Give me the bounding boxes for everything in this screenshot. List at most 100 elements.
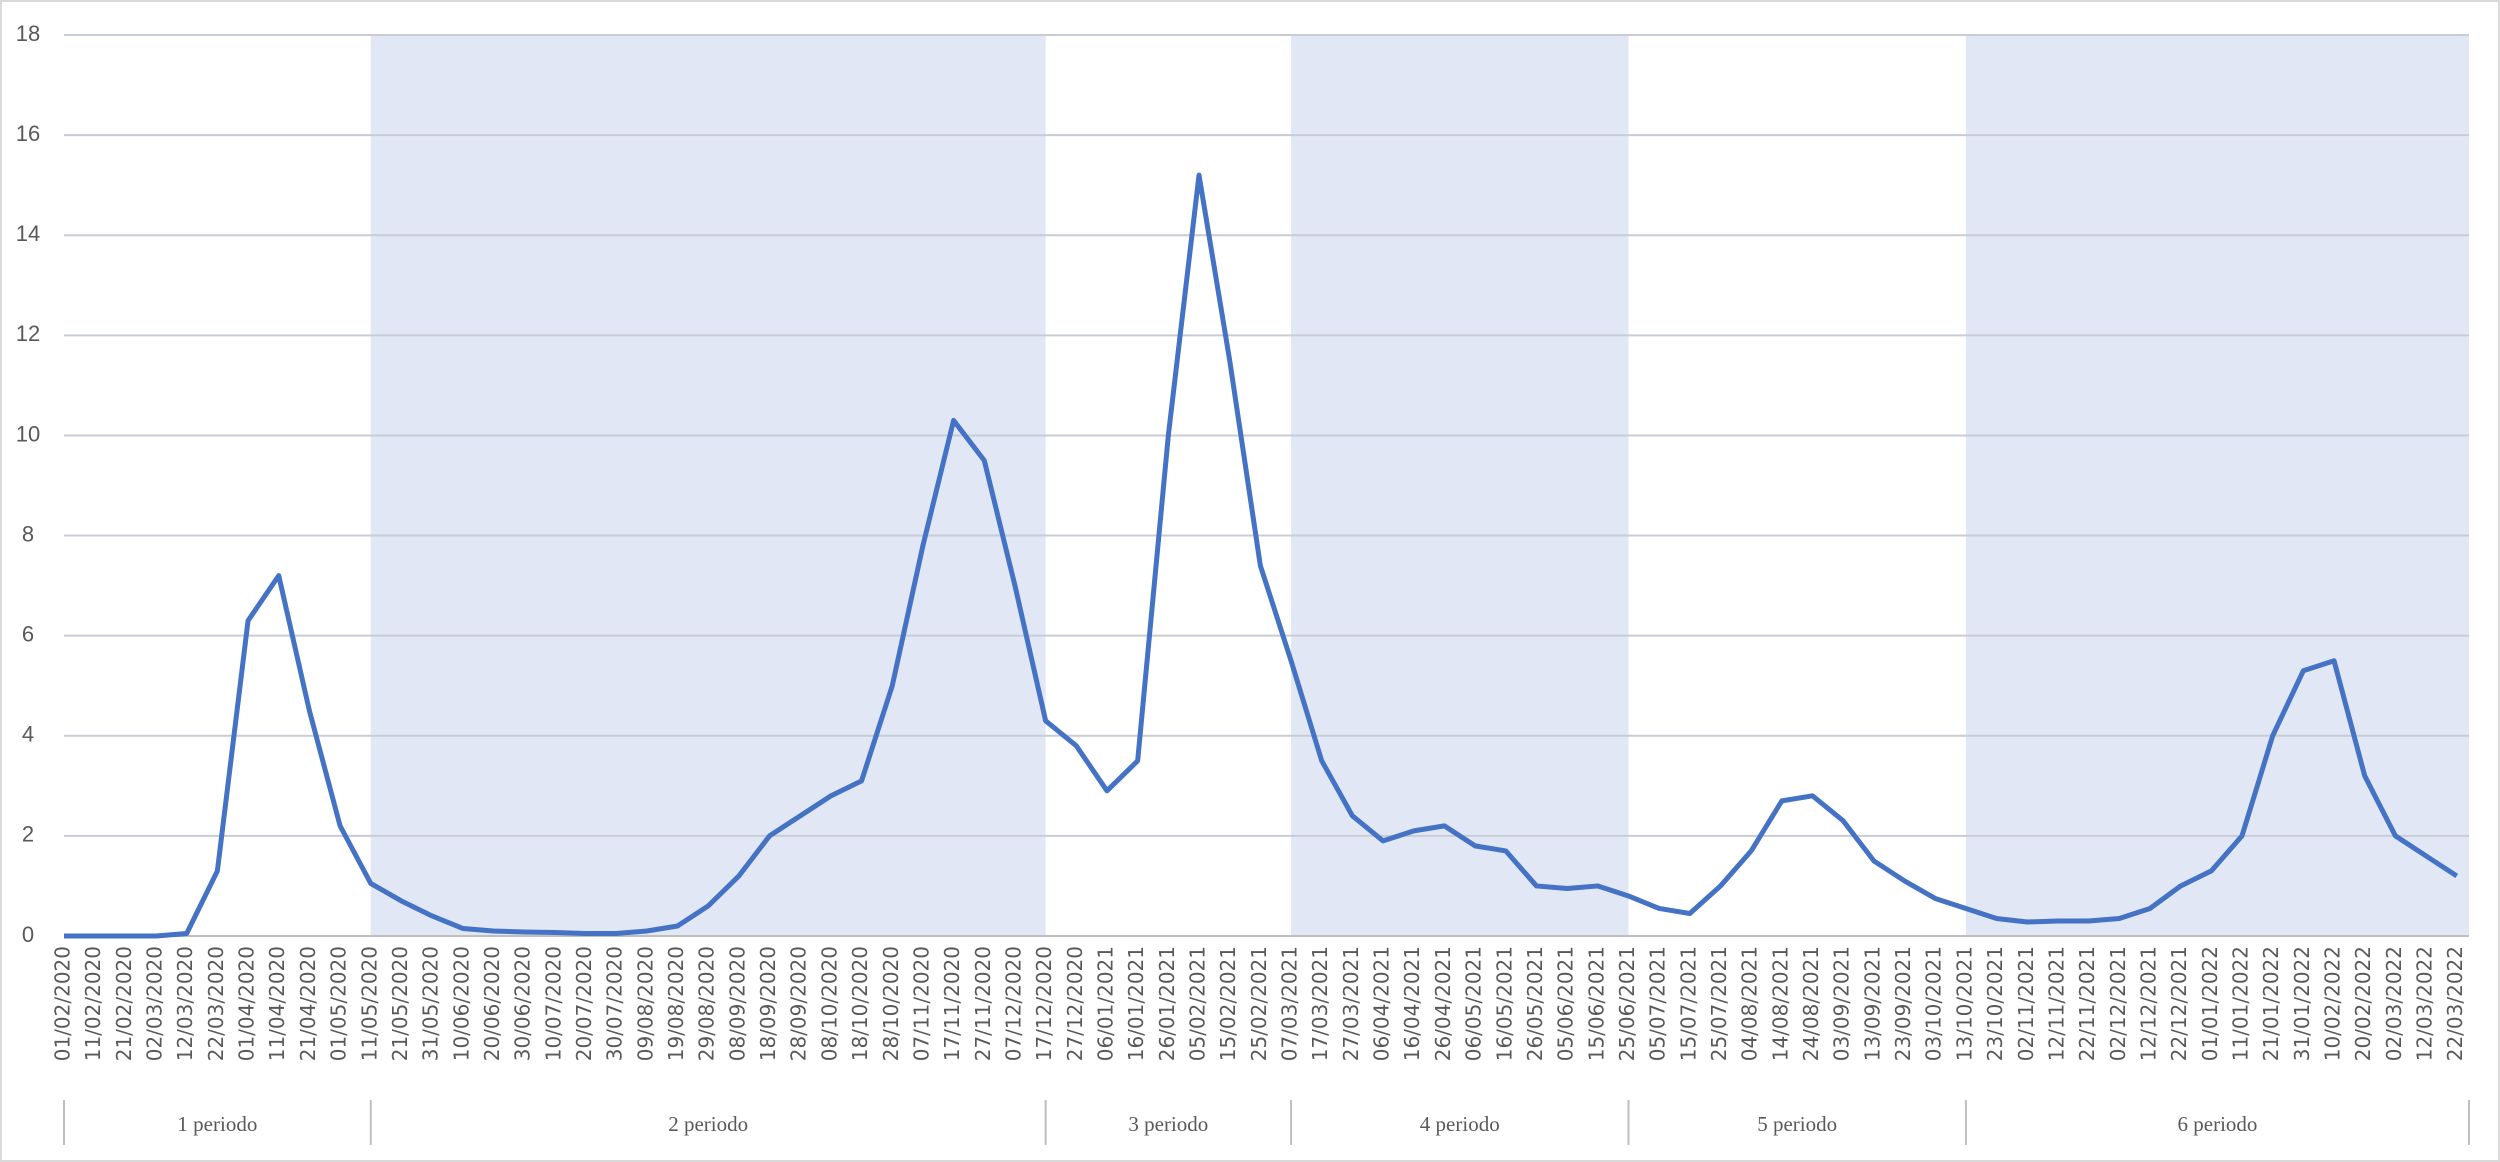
x-tick-label: 26/05/2021: [1523, 946, 1547, 1061]
y-tick-label: 10: [16, 421, 40, 446]
x-tick-label: 13/09/2021: [1860, 946, 1884, 1061]
x-tick-label: 30/07/2020: [603, 946, 627, 1061]
x-tick-label: 15/06/2021: [1584, 946, 1608, 1061]
period-label: 2 periodo: [668, 1112, 748, 1136]
x-tick-label: 25/07/2021: [1707, 946, 1731, 1061]
x-tick-label: 21/02/2020: [112, 946, 136, 1061]
period-band: [370, 35, 1046, 936]
x-tick-label: 16/01/2021: [1124, 946, 1148, 1061]
x-tick-label: 07/03/2021: [1278, 946, 1302, 1061]
x-tick-label: 11/04/2020: [265, 946, 289, 1061]
x-tick-label: 20/02/2022: [2351, 946, 2375, 1061]
x-tick-label: 02/11/2021: [2014, 946, 2038, 1061]
x-tick-label: 02/03/2020: [143, 946, 167, 1061]
x-tick-label: 15/02/2021: [1216, 946, 1240, 1061]
x-tick-label: 12/11/2021: [2044, 946, 2068, 1061]
x-tick-label: 14/08/2021: [1768, 946, 1792, 1061]
x-tick-label: 27/12/2020: [1063, 946, 1087, 1061]
x-tick-label: 07/12/2020: [1001, 946, 1025, 1061]
x-tick-label: 21/04/2020: [296, 946, 320, 1061]
x-tick-label: 23/10/2021: [1983, 946, 2007, 1061]
period-label: 6 periodo: [2178, 1112, 2258, 1136]
x-tick-label: 07/11/2020: [909, 946, 933, 1061]
x-tick-label: 10/07/2020: [541, 946, 565, 1061]
y-tick-label: 0: [22, 922, 34, 947]
x-tick-label: 26/04/2021: [1431, 946, 1455, 1061]
x-tick-label: 21/01/2022: [2259, 946, 2283, 1061]
x-tick-label: 10/02/2022: [2321, 946, 2345, 1061]
x-tick-label: 01/02/2020: [51, 946, 75, 1061]
x-tick-label: 22/03/2022: [2443, 946, 2467, 1061]
x-tick-label: 05/06/2021: [1554, 946, 1578, 1061]
x-tick-label: 01/01/2022: [2198, 946, 2222, 1061]
y-tick-label: 12: [16, 321, 40, 346]
period-label: 1 periodo: [177, 1112, 257, 1136]
y-tick-label: 4: [22, 722, 34, 747]
x-tick-label: 01/05/2020: [327, 946, 351, 1061]
y-tick-label: 2: [22, 822, 34, 847]
x-tick-label: 25/06/2021: [1615, 946, 1639, 1061]
x-tick-label: 05/02/2021: [1186, 946, 1210, 1061]
x-tick-label: 18/09/2020: [756, 946, 780, 1061]
data-line: [64, 172, 2459, 939]
x-tick-label: 18/10/2020: [848, 946, 872, 1061]
x-tick-label: 27/11/2020: [971, 946, 995, 1061]
x-tick-label: 22/12/2021: [2167, 946, 2191, 1061]
x-tick-label: 26/01/2021: [1155, 946, 1179, 1061]
period-label: 5 periodo: [1757, 1112, 1837, 1136]
x-tick-label: 24/08/2021: [1799, 946, 1823, 1061]
x-tick-label: 28/09/2020: [787, 946, 811, 1061]
x-tick-label: 20/06/2020: [480, 946, 504, 1061]
x-tick-label: 06/04/2021: [1370, 946, 1394, 1061]
y-tick-label: 18: [16, 21, 40, 46]
x-tick-label: 06/01/2021: [1093, 946, 1117, 1061]
x-tick-label: 30/06/2020: [511, 946, 535, 1061]
y-tick-label: 8: [22, 521, 34, 546]
x-tick-label: 05/07/2021: [1646, 946, 1670, 1061]
y-tick-label: 14: [16, 221, 40, 246]
period-label: 4 periodo: [1420, 1112, 1500, 1136]
x-tick-label: 21/05/2020: [388, 946, 412, 1061]
x-tick-label: 22/11/2021: [2075, 946, 2099, 1061]
x-tick-label: 08/09/2020: [725, 946, 749, 1061]
x-tick-label: 28/10/2020: [879, 946, 903, 1061]
x-tick-label: 03/09/2021: [1830, 946, 1854, 1061]
x-tick-label: 02/03/2022: [2382, 946, 2406, 1061]
x-tick-label: 16/04/2021: [1400, 946, 1424, 1061]
x-tick-label: 20/07/2020: [572, 946, 596, 1061]
x-tick-label: 16/05/2021: [1492, 946, 1516, 1061]
x-tick-label: 10/06/2020: [449, 946, 473, 1061]
x-tick-label: 12/03/2020: [173, 946, 197, 1061]
x-tick-label: 23/09/2021: [1891, 946, 1915, 1061]
x-tick-label: 29/08/2020: [695, 946, 719, 1061]
y-tick-label: 6: [22, 621, 34, 646]
x-tick-label: 17/11/2020: [940, 946, 964, 1061]
x-tick-label: 31/01/2022: [2290, 946, 2314, 1061]
x-tick-label: 12/12/2021: [2136, 946, 2160, 1061]
x-tick-label: 03/10/2021: [1922, 946, 1946, 1061]
y-tick-label: 16: [16, 121, 40, 146]
x-tick-label: 08/10/2020: [817, 946, 841, 1061]
x-tick-label: 17/12/2020: [1032, 946, 1056, 1061]
x-tick-label: 11/01/2022: [2228, 946, 2252, 1061]
x-tick-label: 04/08/2021: [1738, 946, 1762, 1061]
x-tick-label: 13/10/2021: [1952, 946, 1976, 1061]
x-tick-label: 09/08/2020: [633, 946, 657, 1061]
period-label: 3 periodo: [1128, 1112, 1208, 1136]
x-tick-label: 22/03/2020: [204, 946, 228, 1061]
x-tick-label: 31/05/2020: [419, 946, 443, 1061]
x-tick-label: 12/03/2022: [2413, 946, 2437, 1061]
period-band: [1965, 35, 2469, 936]
x-tick-label: 15/07/2021: [1676, 946, 1700, 1061]
period-band: [1291, 35, 1629, 936]
x-tick-label: 11/05/2020: [357, 946, 381, 1061]
x-tick-label: 11/02/2020: [81, 946, 105, 1061]
x-tick-label: 17/03/2021: [1308, 946, 1332, 1061]
x-tick-label: 06/05/2021: [1462, 946, 1486, 1061]
x-tick-label: 02/12/2021: [2106, 946, 2130, 1061]
x-tick-label: 27/03/2021: [1339, 946, 1363, 1061]
x-tick-label: 01/04/2020: [235, 946, 259, 1061]
x-tick-label: 19/08/2020: [664, 946, 688, 1061]
